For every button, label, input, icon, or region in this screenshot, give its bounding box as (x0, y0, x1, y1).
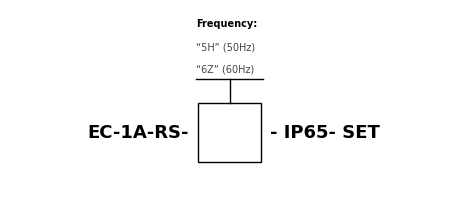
Text: “5H” (50Hz): “5H” (50Hz) (196, 43, 255, 52)
Text: “6Z” (60Hz): “6Z” (60Hz) (196, 64, 254, 74)
Text: - IP65- SET: - IP65- SET (270, 124, 380, 142)
Bar (198, 103, 261, 162)
Text: Frequency:: Frequency: (196, 19, 257, 29)
Text: EC-1A-RS-: EC-1A-RS- (87, 124, 189, 142)
